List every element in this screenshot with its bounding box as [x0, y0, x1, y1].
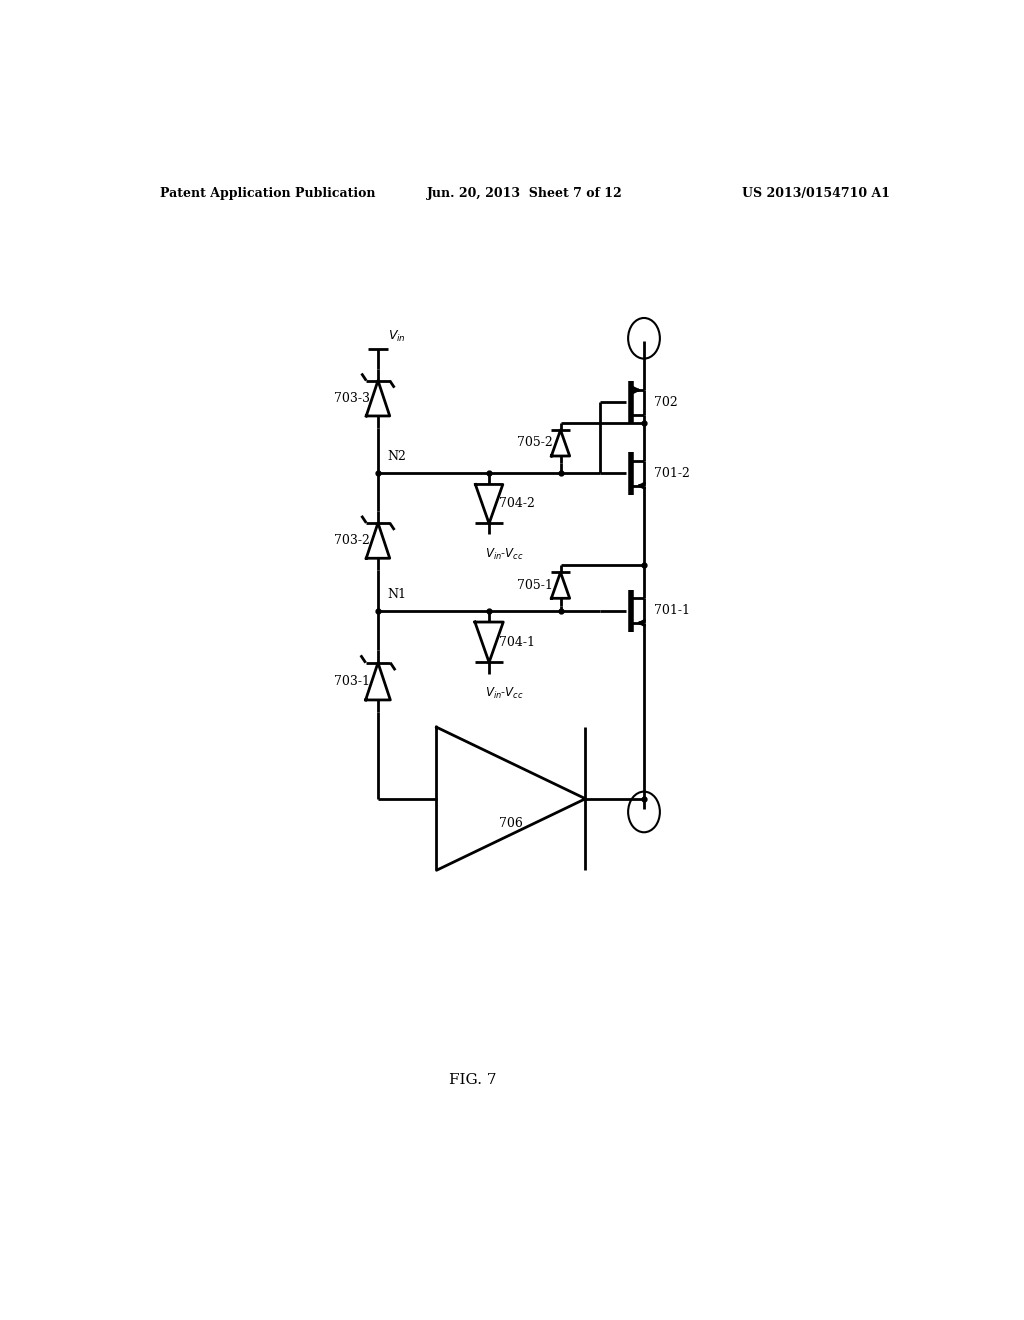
- Text: N1: N1: [387, 587, 407, 601]
- Text: $V_{in}$-$V_{cc}$: $V_{in}$-$V_{cc}$: [485, 686, 524, 701]
- Text: 706: 706: [499, 817, 523, 830]
- Text: 704-1: 704-1: [499, 636, 535, 648]
- Text: 705-2: 705-2: [517, 437, 553, 450]
- Text: US 2013/0154710 A1: US 2013/0154710 A1: [741, 187, 890, 199]
- Text: 702: 702: [653, 396, 677, 409]
- Text: $V_{in}$-$V_{cc}$: $V_{in}$-$V_{cc}$: [485, 546, 524, 562]
- Text: Patent Application Publication: Patent Application Publication: [160, 187, 375, 199]
- Text: 701-1: 701-1: [653, 605, 689, 618]
- Text: 705-1: 705-1: [517, 578, 553, 591]
- Text: $V_{in}$: $V_{in}$: [387, 329, 406, 345]
- Text: 703-1: 703-1: [334, 675, 370, 688]
- Text: 704-2: 704-2: [499, 498, 535, 511]
- Text: 703-3: 703-3: [334, 392, 370, 405]
- Text: FIG. 7: FIG. 7: [450, 1073, 497, 1088]
- Text: N2: N2: [387, 450, 407, 463]
- Text: 701-2: 701-2: [653, 467, 689, 480]
- Text: Jun. 20, 2013  Sheet 7 of 12: Jun. 20, 2013 Sheet 7 of 12: [427, 187, 623, 199]
- Text: 703-2: 703-2: [334, 535, 370, 546]
